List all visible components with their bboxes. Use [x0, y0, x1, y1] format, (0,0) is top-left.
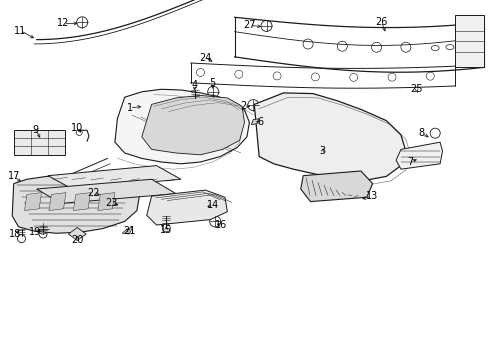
Text: 14: 14	[206, 200, 219, 210]
Text: 5: 5	[209, 78, 215, 88]
Text: 7: 7	[407, 157, 413, 167]
Polygon shape	[73, 193, 90, 211]
Text: 9: 9	[33, 125, 39, 135]
Polygon shape	[14, 130, 65, 155]
Text: 19: 19	[29, 227, 41, 237]
Polygon shape	[142, 95, 244, 155]
Text: 4: 4	[191, 80, 197, 90]
Text: 11: 11	[14, 26, 27, 36]
Polygon shape	[146, 190, 227, 225]
Polygon shape	[300, 171, 372, 202]
Text: 27: 27	[243, 20, 255, 30]
Text: 15: 15	[160, 225, 172, 235]
Text: 21: 21	[123, 226, 136, 237]
Text: 10: 10	[71, 123, 83, 133]
Text: 12: 12	[57, 18, 70, 28]
Polygon shape	[251, 119, 259, 125]
Text: 20: 20	[71, 235, 83, 246]
Text: 25: 25	[409, 84, 422, 94]
Polygon shape	[48, 166, 181, 189]
Text: 3: 3	[319, 146, 325, 156]
Polygon shape	[454, 15, 483, 67]
Text: 13: 13	[365, 191, 377, 201]
Text: 26: 26	[374, 17, 387, 27]
Text: 23: 23	[105, 198, 118, 208]
Text: 1: 1	[126, 103, 132, 113]
Text: 24: 24	[199, 53, 211, 63]
Text: 2: 2	[240, 101, 246, 111]
Text: 16: 16	[214, 220, 227, 230]
Polygon shape	[122, 227, 133, 234]
Text: 18: 18	[8, 229, 21, 239]
Polygon shape	[49, 193, 66, 211]
Polygon shape	[12, 176, 139, 233]
Polygon shape	[98, 193, 115, 211]
Polygon shape	[37, 179, 176, 203]
Text: 22: 22	[87, 188, 100, 198]
Polygon shape	[254, 93, 405, 180]
Text: 8: 8	[418, 128, 424, 138]
Text: 17: 17	[7, 171, 20, 181]
Polygon shape	[395, 142, 442, 169]
Text: 6: 6	[257, 117, 263, 127]
Polygon shape	[115, 89, 249, 164]
Polygon shape	[68, 228, 86, 240]
Polygon shape	[24, 193, 41, 211]
